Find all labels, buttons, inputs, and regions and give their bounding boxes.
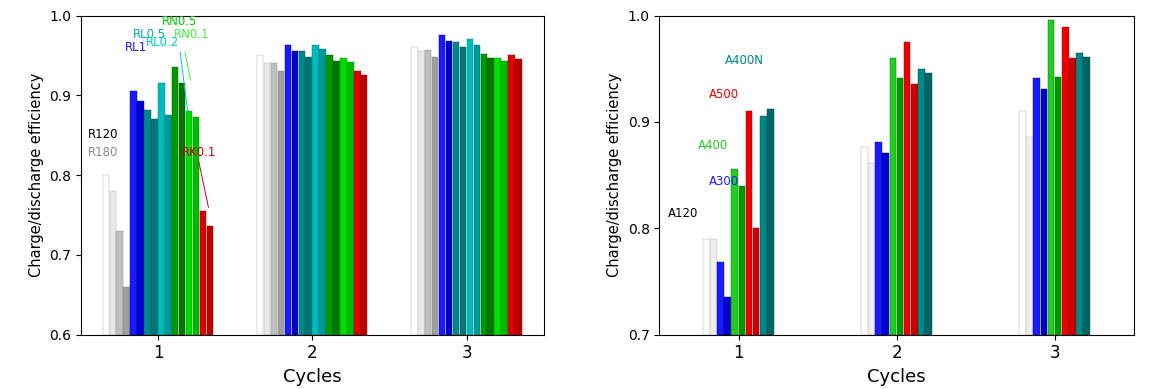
Bar <box>890 58 897 335</box>
Bar <box>200 211 206 335</box>
Bar <box>432 57 439 335</box>
Bar <box>186 111 192 335</box>
Bar <box>305 57 312 335</box>
Bar <box>494 58 501 335</box>
Text: RL0.5: RL0.5 <box>133 28 165 41</box>
Bar <box>508 54 515 335</box>
Bar <box>340 58 347 335</box>
Bar <box>1048 20 1054 335</box>
Text: R180: R180 <box>88 146 118 159</box>
Bar <box>1055 77 1061 335</box>
Bar <box>278 71 285 335</box>
Y-axis label: Charge/discharge efficiency: Charge/discharge efficiency <box>607 73 622 277</box>
Text: RK0.1: RK0.1 <box>182 146 216 159</box>
Bar <box>347 62 354 335</box>
Bar <box>1040 89 1047 335</box>
Bar <box>319 49 326 335</box>
Bar <box>926 73 931 335</box>
Bar <box>717 262 724 335</box>
Text: RN0.1: RN0.1 <box>175 28 209 41</box>
Bar <box>1019 111 1026 335</box>
Bar <box>861 147 868 335</box>
Bar <box>326 55 333 335</box>
Bar <box>452 42 459 335</box>
Bar <box>131 91 137 335</box>
Text: RL0.2: RL0.2 <box>146 36 179 49</box>
Bar <box>165 115 171 335</box>
Bar <box>124 287 130 335</box>
Bar <box>264 63 271 335</box>
Bar <box>1076 53 1083 335</box>
Bar <box>361 75 368 335</box>
Text: A500: A500 <box>709 88 739 101</box>
Bar <box>257 55 264 335</box>
Bar <box>731 169 738 335</box>
Bar <box>172 67 178 335</box>
Bar <box>285 45 292 335</box>
Bar <box>897 78 904 335</box>
Bar <box>868 163 875 335</box>
Bar <box>1062 27 1069 335</box>
Bar <box>710 239 716 335</box>
Bar <box>760 116 767 335</box>
Bar <box>745 111 752 335</box>
Bar <box>159 83 164 335</box>
Bar <box>883 153 889 335</box>
Bar <box>1026 137 1033 335</box>
Bar <box>911 84 918 335</box>
Bar <box>703 239 709 335</box>
Text: A300: A300 <box>709 175 739 188</box>
X-axis label: Cycles: Cycles <box>283 368 341 386</box>
Bar <box>724 297 731 335</box>
Bar <box>1033 78 1040 335</box>
Bar <box>459 47 466 335</box>
Bar <box>480 54 487 335</box>
Bar <box>411 47 418 335</box>
Bar <box>110 191 116 335</box>
Bar <box>271 63 278 335</box>
Bar <box>445 41 452 335</box>
Bar <box>501 61 508 335</box>
Bar <box>753 228 759 335</box>
Bar <box>515 60 522 335</box>
Bar <box>103 175 109 335</box>
Bar <box>292 51 299 335</box>
Bar <box>473 45 480 335</box>
Bar <box>354 70 361 335</box>
Bar <box>466 39 473 335</box>
Bar <box>207 226 213 335</box>
Text: A120: A120 <box>669 207 699 220</box>
Bar <box>904 42 911 335</box>
Bar <box>179 83 185 335</box>
Bar <box>918 69 924 335</box>
X-axis label: Cycles: Cycles <box>868 368 926 386</box>
Text: RL1: RL1 <box>125 41 147 54</box>
Bar <box>439 35 445 335</box>
Bar <box>117 231 123 335</box>
Bar <box>299 51 305 335</box>
Bar <box>138 101 143 335</box>
Bar <box>876 142 882 335</box>
Bar <box>312 45 319 335</box>
Bar <box>425 50 432 335</box>
Text: R120: R120 <box>88 128 118 141</box>
Text: A400: A400 <box>698 138 729 152</box>
Bar <box>418 51 425 335</box>
Bar <box>1083 57 1090 335</box>
Bar <box>193 117 199 335</box>
Y-axis label: Charge/discharge efficiency: Charge/discharge efficiency <box>29 73 44 277</box>
Text: A400N: A400N <box>725 54 764 67</box>
Text: RN0.5: RN0.5 <box>162 14 198 28</box>
Bar <box>152 119 157 335</box>
Bar <box>487 58 494 335</box>
Bar <box>333 61 340 335</box>
Bar <box>738 186 745 335</box>
Bar <box>767 109 774 335</box>
Bar <box>145 110 150 335</box>
Bar <box>1069 58 1076 335</box>
